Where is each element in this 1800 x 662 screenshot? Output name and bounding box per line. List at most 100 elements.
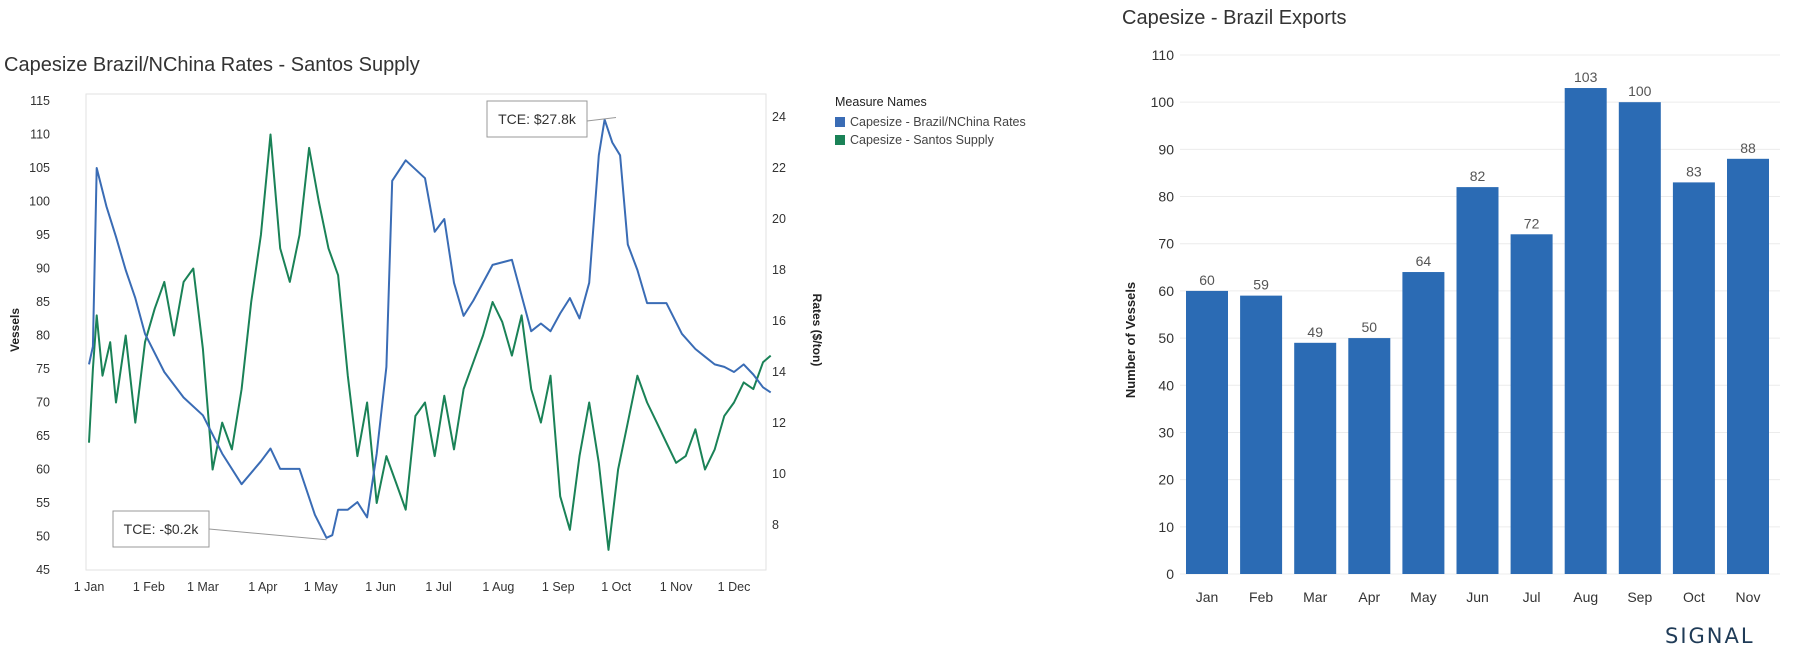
bar-value-label: 100 [1628, 83, 1652, 99]
y-tick-label: 80 [1158, 189, 1174, 205]
y-tick-label: 50 [1158, 330, 1174, 346]
x-tick-label: 1 May [304, 580, 339, 594]
left-tick-label: 110 [30, 128, 50, 142]
bar [1727, 158, 1769, 575]
bar [1618, 102, 1661, 574]
right-tick-label: 14 [772, 365, 786, 379]
bar-value-label: 83 [1686, 163, 1702, 179]
bar-value-label: 60 [1199, 272, 1215, 288]
x-category-label: Jun [1466, 589, 1489, 605]
annotation-leader-low [208, 528, 327, 541]
line-plot-frame [85, 93, 767, 571]
left-tick-label: 95 [36, 228, 50, 242]
x-tick-label: 1 Jul [425, 580, 451, 594]
bar-value-label: 82 [1470, 168, 1486, 184]
signal-logo: SIGNAL [1665, 624, 1755, 648]
bar [1456, 187, 1499, 575]
left-tick-label: 50 [36, 530, 50, 544]
left-tick-label: 55 [36, 496, 50, 510]
x-category-label: Jan [1196, 589, 1219, 605]
x-tick-label: 1 Sep [542, 580, 575, 594]
series-line-supply [88, 133, 772, 551]
y-tick-label: 70 [1158, 236, 1174, 252]
y-tick-label: 60 [1158, 283, 1174, 299]
bar-value-label: 59 [1253, 277, 1269, 293]
annotation-text-high: TCE: $27.8k [498, 111, 577, 127]
bar [1672, 182, 1715, 574]
x-category-label: Apr [1358, 589, 1380, 605]
x-tick-label: 1 Aug [482, 580, 514, 594]
left-tick-label: 90 [36, 262, 50, 276]
y-tick-label: 110 [1152, 47, 1175, 63]
right-tick-label: 8 [772, 518, 779, 532]
legend-label-supply: Capesize - Santos Supply [850, 133, 994, 147]
x-category-label: May [1410, 589, 1436, 605]
y-tick-label: 0 [1166, 566, 1174, 582]
left-axis-title: Vessels [8, 308, 22, 352]
series-line-rates [88, 118, 772, 539]
left-tick-label: 65 [36, 429, 50, 443]
left-tick-label: 100 [29, 195, 50, 209]
legend-item-supply[interactable]: Capesize - Santos Supply [835, 131, 1026, 149]
right-tick-label: 24 [772, 110, 786, 124]
left-tick-label: 75 [36, 362, 50, 376]
y-tick-label: 100 [1151, 94, 1175, 110]
right-tick-label: 20 [772, 212, 786, 226]
bar-value-label: 103 [1574, 69, 1598, 85]
right-tick-label: 10 [772, 467, 786, 481]
legend-item-rates[interactable]: Capesize - Brazil/NChina Rates [835, 113, 1026, 131]
right-tick-label: 22 [772, 161, 786, 175]
x-tick-label: 1 Jun [365, 580, 396, 594]
x-category-label: Sep [1627, 589, 1652, 605]
x-tick-label: 1 Apr [248, 580, 277, 594]
bar-value-label: 49 [1307, 324, 1323, 340]
y-tick-label: 30 [1158, 424, 1174, 440]
y-tick-label: 10 [1158, 519, 1174, 535]
x-category-label: Aug [1573, 589, 1598, 605]
x-tick-label: 1 Dec [718, 580, 751, 594]
left-tick-label: 70 [36, 396, 50, 410]
x-tick-label: 1 Mar [187, 580, 219, 594]
line-chart-legend: Measure Names Capesize - Brazil/NChina R… [835, 95, 1026, 149]
x-category-label: Feb [1249, 589, 1273, 605]
right-tick-label: 12 [772, 416, 786, 430]
line-chart-title: Capesize Brazil/NChina Rates - Santos Su… [4, 54, 420, 76]
bar-value-label: 88 [1740, 140, 1756, 156]
bar [1564, 88, 1607, 574]
legend-swatch-supply [835, 135, 845, 145]
y-tick-label: 20 [1158, 472, 1174, 488]
legend-label-rates: Capesize - Brazil/NChina Rates [850, 115, 1026, 129]
x-category-label: Jul [1523, 589, 1541, 605]
y-tick-label: 90 [1158, 141, 1174, 157]
bar [1186, 290, 1228, 574]
left-tick-label: 105 [29, 161, 50, 175]
x-category-label: Oct [1683, 589, 1705, 605]
bar [1402, 272, 1445, 574]
left-tick-label: 115 [30, 94, 50, 108]
bar-chart-title: Capesize - Brazil Exports [1122, 7, 1347, 29]
left-tick-label: 85 [36, 295, 50, 309]
x-tick-label: 1 Nov [660, 580, 693, 594]
y-tick-label: 40 [1158, 377, 1174, 393]
left-tick-label: 60 [36, 463, 50, 477]
legend-swatch-rates [835, 117, 845, 127]
legend-title: Measure Names [835, 95, 927, 109]
right-tick-label: 16 [772, 314, 786, 328]
x-tick-label: 1 Oct [601, 580, 631, 594]
annotation-leader-high [586, 117, 617, 122]
bar-value-label: 50 [1362, 319, 1378, 335]
bar [1240, 295, 1283, 574]
x-category-label: Mar [1303, 589, 1327, 605]
x-tick-label: 1 Jan [74, 580, 105, 594]
bar-value-label: 64 [1416, 253, 1432, 269]
bar-y-axis-title: Number of Vessels [1123, 282, 1138, 398]
left-tick-label: 80 [36, 329, 50, 343]
bar [1510, 234, 1553, 575]
bar [1348, 338, 1391, 574]
right-axis-title: Rates ($/ton) [810, 294, 824, 367]
left-tick-label: 45 [36, 563, 50, 577]
bar [1294, 342, 1337, 574]
annotation-box-high [486, 100, 588, 138]
